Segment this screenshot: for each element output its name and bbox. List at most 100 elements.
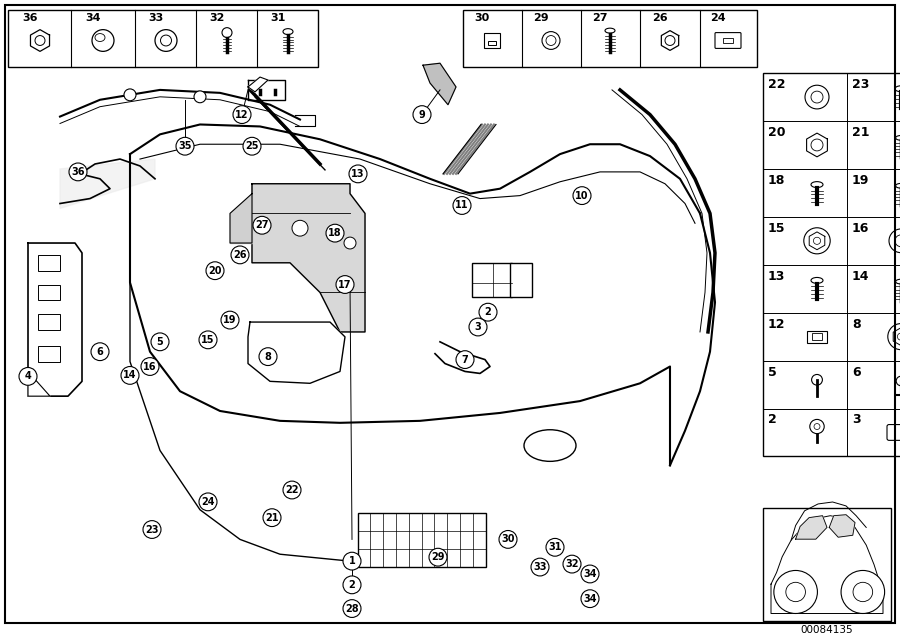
Text: 32: 32 xyxy=(565,559,579,569)
Polygon shape xyxy=(60,159,155,209)
Circle shape xyxy=(456,350,474,368)
Text: 13: 13 xyxy=(768,270,786,282)
Circle shape xyxy=(349,165,367,183)
Bar xyxy=(38,346,60,362)
Circle shape xyxy=(69,163,87,181)
Circle shape xyxy=(889,229,900,252)
Ellipse shape xyxy=(605,28,615,33)
Circle shape xyxy=(581,590,599,607)
Circle shape xyxy=(259,348,277,366)
Polygon shape xyxy=(248,322,345,384)
Bar xyxy=(484,32,500,48)
Text: 2: 2 xyxy=(484,307,491,317)
Text: 7: 7 xyxy=(462,355,468,364)
Text: 1: 1 xyxy=(348,556,356,566)
Ellipse shape xyxy=(811,182,823,188)
Circle shape xyxy=(804,228,830,254)
Text: 3: 3 xyxy=(474,322,482,332)
Bar xyxy=(38,314,60,330)
Circle shape xyxy=(253,216,271,234)
Text: 3: 3 xyxy=(852,413,860,427)
Circle shape xyxy=(343,600,361,618)
Text: 24: 24 xyxy=(710,13,725,23)
Circle shape xyxy=(479,303,497,321)
Circle shape xyxy=(176,137,194,155)
Text: 21: 21 xyxy=(852,126,869,139)
Text: 20: 20 xyxy=(208,266,221,275)
Text: 34: 34 xyxy=(85,13,101,23)
Text: 30: 30 xyxy=(501,534,515,544)
Circle shape xyxy=(811,139,823,151)
Circle shape xyxy=(581,565,599,583)
Circle shape xyxy=(121,366,139,384)
Circle shape xyxy=(199,493,217,511)
Bar xyxy=(8,10,318,67)
Polygon shape xyxy=(28,243,82,396)
Circle shape xyxy=(531,558,549,576)
Text: 15: 15 xyxy=(768,222,786,235)
Text: 23: 23 xyxy=(852,78,869,91)
Text: 12: 12 xyxy=(235,109,248,120)
Circle shape xyxy=(221,311,239,329)
Circle shape xyxy=(895,235,900,247)
FancyBboxPatch shape xyxy=(887,425,900,440)
Text: 32: 32 xyxy=(209,13,224,23)
Polygon shape xyxy=(893,328,900,345)
Ellipse shape xyxy=(895,86,900,92)
Text: 31: 31 xyxy=(548,543,562,552)
Circle shape xyxy=(814,237,821,244)
Text: 6: 6 xyxy=(96,347,104,357)
Circle shape xyxy=(814,424,820,429)
Text: 27: 27 xyxy=(592,13,608,23)
Circle shape xyxy=(194,91,206,103)
Text: 6: 6 xyxy=(852,366,860,378)
Text: 10: 10 xyxy=(575,191,589,200)
Text: 29: 29 xyxy=(533,13,549,23)
Bar xyxy=(472,263,512,298)
Circle shape xyxy=(35,36,45,45)
Text: 34: 34 xyxy=(583,593,597,604)
Circle shape xyxy=(429,548,447,566)
Text: 15: 15 xyxy=(202,335,215,345)
Circle shape xyxy=(897,333,900,340)
Circle shape xyxy=(546,539,564,556)
Text: 00084135: 00084135 xyxy=(801,625,853,635)
Text: 22: 22 xyxy=(768,78,786,91)
Text: 30: 30 xyxy=(474,13,490,23)
Circle shape xyxy=(292,220,308,236)
Circle shape xyxy=(336,275,354,293)
Text: 35: 35 xyxy=(178,141,192,151)
Circle shape xyxy=(413,106,431,123)
Bar xyxy=(807,331,826,343)
Ellipse shape xyxy=(811,277,823,284)
Text: 8: 8 xyxy=(265,352,272,362)
Circle shape xyxy=(91,343,109,361)
Text: 26: 26 xyxy=(652,13,668,23)
Circle shape xyxy=(124,89,136,100)
Text: 19: 19 xyxy=(223,315,237,325)
Ellipse shape xyxy=(896,135,900,140)
Text: 2: 2 xyxy=(768,413,777,427)
Ellipse shape xyxy=(896,279,900,284)
Bar xyxy=(763,508,891,621)
Bar xyxy=(38,284,60,300)
Text: 5: 5 xyxy=(157,337,164,347)
Text: 14: 14 xyxy=(123,370,137,380)
Circle shape xyxy=(19,368,37,385)
Polygon shape xyxy=(248,77,268,92)
Circle shape xyxy=(842,570,885,614)
Text: 14: 14 xyxy=(852,270,869,282)
Circle shape xyxy=(343,552,361,570)
Text: 16: 16 xyxy=(852,222,869,235)
Ellipse shape xyxy=(283,29,293,34)
Circle shape xyxy=(283,481,301,499)
Circle shape xyxy=(160,35,172,46)
Text: 18: 18 xyxy=(768,174,786,187)
Circle shape xyxy=(344,237,356,249)
Bar xyxy=(488,41,496,45)
Text: 26: 26 xyxy=(233,250,247,260)
Circle shape xyxy=(233,106,251,123)
Bar xyxy=(463,10,757,67)
Text: 16: 16 xyxy=(143,361,157,371)
Text: 34: 34 xyxy=(583,569,597,579)
